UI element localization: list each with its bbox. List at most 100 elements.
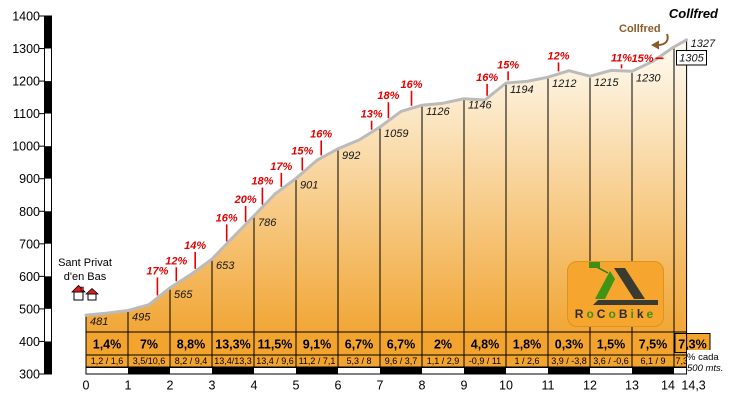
per500-gradient-values: 9,6 / 3,7 xyxy=(385,356,418,366)
x-axis-label: 14,3 xyxy=(681,379,705,393)
gradient-marker-label: 20% xyxy=(234,194,257,206)
altitude-ruler-band xyxy=(44,178,52,212)
village-houses-icon xyxy=(71,284,99,301)
x-axis-label: 11 xyxy=(542,379,555,393)
altitude-label: 1126 xyxy=(426,106,451,118)
gradient-marker-label: 15% xyxy=(497,59,519,71)
x-axis-label: 2 xyxy=(167,379,174,393)
per500-gradient-values: 7,3 xyxy=(676,356,689,366)
rocobike-logo: RoCoBike xyxy=(567,261,664,327)
per500-gradient-values: 1 / 2,6 xyxy=(514,356,539,366)
per500-gradient-values: 1,2 / 1,6 xyxy=(91,356,124,366)
y-axis-label: 400 xyxy=(19,335,40,349)
x-axis-label: 6 xyxy=(335,379,342,393)
altitude-label-box xyxy=(676,50,707,66)
elevation-area xyxy=(86,39,687,368)
logo-letter: k xyxy=(636,307,647,321)
avg-gradient-value: 0,3% xyxy=(555,338,584,352)
altitude-ruler-band xyxy=(44,113,52,147)
altitude-label: 1327 xyxy=(691,38,716,50)
elevation-profile-line xyxy=(84,38,689,317)
altitude-label: 901 xyxy=(300,179,318,191)
start-town-line1: Sant Privat xyxy=(58,257,112,269)
y-axis-label: 1100 xyxy=(13,107,40,121)
altitude-labels: 481 495 565 653 786 901 992 1059 1126 1146 1194 121… xyxy=(90,38,716,328)
per500-gradient-values: 5,3 / 8 xyxy=(346,356,371,366)
logo-letter: i xyxy=(630,307,637,321)
rocobike-logo-graphic xyxy=(589,262,658,305)
per500-gradient-values: 6,1 / 9 xyxy=(640,356,665,366)
logo-letter: B xyxy=(618,307,631,321)
altitude-label: 1215 xyxy=(594,77,619,89)
logo-letter: o xyxy=(586,307,597,321)
gradient-marker-label: 16% xyxy=(216,212,238,224)
per500-gradient-values: 13,4/13,3 xyxy=(214,356,252,366)
y-axis-label: 1000 xyxy=(12,140,40,154)
avg-gradient-value: 7,5% xyxy=(639,338,668,352)
km-stripe-band xyxy=(128,368,170,374)
avg-gradient-value: 7,3% xyxy=(678,338,707,352)
avg-gradient-value: 4,8% xyxy=(471,338,500,352)
gradient-marker-label: 14% xyxy=(184,240,206,252)
y-axis-label: 1300 xyxy=(12,42,40,56)
summit-title: Collfred xyxy=(668,6,718,21)
avg-gradient-value: 6,7% xyxy=(345,338,374,352)
avg-gradient-value: 8,8% xyxy=(177,338,206,352)
km-stripe-band xyxy=(380,368,422,374)
summit-arrow-icon xyxy=(651,33,669,50)
avg-gradient-value: 1,4% xyxy=(93,338,122,352)
altitude-ruler-band xyxy=(44,16,52,49)
y-axis-label: 300 xyxy=(19,368,40,382)
altitude-label: 1146 xyxy=(468,100,493,112)
avg-gradient-value: 13,3% xyxy=(215,338,250,352)
altitude-label: 1059 xyxy=(384,128,408,140)
km-stripe-band xyxy=(632,368,674,374)
km-stripe-band xyxy=(548,368,590,374)
per500-gradient-values: 1,1 / 2,9 xyxy=(427,356,460,366)
km-stripe-band xyxy=(212,368,254,374)
altitude-ruler-band xyxy=(44,211,52,244)
avg-gradient-value: 11,5% xyxy=(258,338,293,352)
logo-text: RoCoBike xyxy=(575,307,656,321)
x-axis-stripe xyxy=(85,367,688,375)
altitude-ruler-band xyxy=(44,81,52,114)
avg-gradient-value: 9,1% xyxy=(303,338,332,352)
avg-gradient-value: 1,5% xyxy=(597,338,626,352)
summit-pointer-label: Collfred xyxy=(619,23,661,35)
x-axis-label: 5 xyxy=(293,379,300,393)
gradient-marker-label: 12% xyxy=(547,50,569,62)
altitude-label: 495 xyxy=(132,312,151,324)
altitude-ruler-frame xyxy=(44,15,52,375)
y-axis-label: 1200 xyxy=(12,75,40,89)
x-axis-label: 0 xyxy=(83,379,90,393)
gradient-marker-label: 13% xyxy=(361,109,383,121)
gradient-marker-label: 11% xyxy=(611,52,632,64)
y-axis-label: 1400 xyxy=(12,10,40,24)
altitude-label: 565 xyxy=(174,289,193,301)
km-stripe-band xyxy=(296,368,338,374)
altitude-ruler-band xyxy=(44,308,52,342)
gradient-marker-label: 17% xyxy=(146,265,168,277)
per500-gradient-values: 13,4 / 9,6 xyxy=(256,356,294,366)
y-axis-label: 600 xyxy=(19,270,40,284)
gradient-marker-label: 17% xyxy=(270,161,292,173)
altitude-ruler-band xyxy=(44,341,52,374)
x-axis-label: 12 xyxy=(583,379,597,393)
altitude-label: 653 xyxy=(216,260,235,272)
x-axis-label: 4 xyxy=(251,379,258,393)
x-axis-label: 10 xyxy=(499,379,513,393)
logo-letter: e xyxy=(646,307,657,321)
gradient-unit-note-line2: 500 mts. xyxy=(687,363,724,375)
altitude-label: 481 xyxy=(90,316,108,328)
logo-letter: o xyxy=(608,307,619,321)
avg-gradient-value: 1,8% xyxy=(513,338,542,352)
x-axis-label: 14 xyxy=(661,379,675,393)
gradient-unit-note: % cada 500 mts. xyxy=(687,350,735,379)
gradient-marker-label: 18% xyxy=(377,90,399,102)
altitude-label: 1194 xyxy=(510,84,534,96)
altitude-label: 1305 xyxy=(679,53,704,65)
logo-letter: C xyxy=(596,307,609,321)
avg-gradient-value: 7% xyxy=(140,338,158,352)
logo-letter: R xyxy=(574,307,587,321)
